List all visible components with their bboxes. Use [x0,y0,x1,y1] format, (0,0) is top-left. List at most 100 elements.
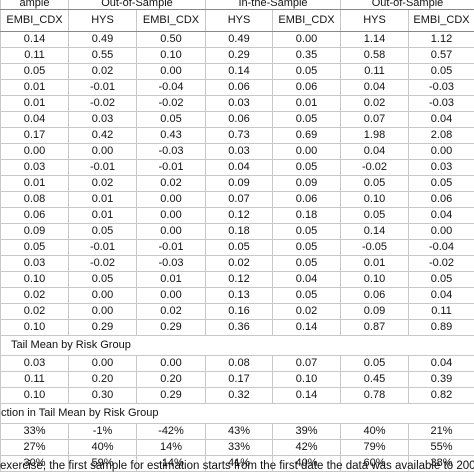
cell: 0.04 [408,207,474,224]
cell: 39% [272,423,341,440]
cell: 33% [0,423,69,440]
cell: 0.05 [68,223,137,240]
cell: 0.03 [205,143,273,160]
footnote: exercise, the first sample for estimatio… [0,460,474,472]
cell: 0.10 [0,271,69,288]
cell: 0.87 [340,319,409,336]
cell: 0.04 [205,159,273,176]
data-row: 0.03 0.00 0.00 0.08 0.07 0.05 0.04 [0,355,474,372]
cell: 0.45 [340,371,409,388]
cell: 0.20 [68,371,137,388]
data-row: 0.11 0.55 0.10 0.29 0.35 0.58 0.57 [0,47,474,64]
cell: 60% [340,455,409,472]
cell: 0.05 [272,63,341,80]
column-header: EMBI_CDX [136,9,206,32]
cell: 0.00 [68,355,137,372]
cell: 0.17 [0,127,69,144]
cell: 33% [205,439,273,456]
column-header: HYS [68,9,137,32]
cell: 0.08 [0,191,69,208]
cell: 0.00 [0,143,69,160]
cell: 0.10 [340,191,409,208]
cell: 0.01 [68,191,137,208]
cell: 0.06 [272,79,341,96]
column-header: EMBI_CDX [0,9,69,32]
cell: 0.00 [408,143,474,160]
cell: 0.07 [340,111,409,128]
section-title: Tail Mean by Risk Group [0,335,474,356]
cell: 38% [408,455,474,472]
cell: 0.05 [0,239,69,256]
cell: 0.01 [272,95,341,112]
cell: 0.04 [408,355,474,372]
cell: 0.05 [408,271,474,288]
cell: -0.02 [68,255,137,272]
data-row: 0.02 0.00 0.02 0.16 0.02 0.09 0.11 [0,303,474,320]
cell: 0.12 [205,207,273,224]
cell: 0.55 [68,47,137,64]
cell: 0.13 [205,287,273,304]
cell: 27% [0,439,69,456]
cell: 0.00 [136,63,206,80]
cell: -0.02 [408,255,474,272]
section-header-row: ction in Tail Mean by Risk Group [0,403,474,424]
cell: 0.29 [136,319,206,336]
cell: 0.01 [136,271,206,288]
data-row: 0.04 0.03 0.05 0.06 0.05 0.07 0.04 [0,111,474,128]
cell: -1% [68,423,137,440]
cell: 0.02 [68,63,137,80]
cell: 0.05 [408,63,474,80]
cell: 0.11 [0,371,69,388]
cell: 0.03 [408,159,474,176]
data-row: 0.14 0.49 0.50 0.49 0.00 1.14 1.12 [0,31,474,48]
cell: 0.11 [0,47,69,64]
cell: -14% [136,455,206,472]
cell: 0.14 [272,387,341,404]
data-row: 0.10 0.29 0.29 0.36 0.14 0.87 0.89 [0,319,474,336]
cell: 0.10 [0,387,69,404]
data-row: 0.10 0.30 0.29 0.32 0.14 0.78 0.82 [0,387,474,404]
data-row: 0.06 0.01 0.00 0.12 0.18 0.05 0.04 [0,207,474,224]
cell: 0.06 [340,287,409,304]
cell: 0.00 [272,31,341,48]
group-header: Out-of-Sample [340,0,474,10]
cell: 0.30 [68,387,137,404]
cell: 0.04 [0,111,69,128]
cell: 0.06 [272,191,341,208]
cell: 0.29 [205,47,273,64]
cell: 0.20 [136,371,206,388]
cell: -0.02 [136,95,206,112]
section-header-row: Tail Mean by Risk Group [0,335,474,356]
cell: 0.07 [205,191,273,208]
cell: 0.03 [0,255,69,272]
data-row: 0.05 0.02 0.00 0.14 0.05 0.11 0.05 [0,63,474,80]
cell: 0.03 [0,355,69,372]
cell: 0.09 [0,223,69,240]
cell: 0.05 [340,207,409,224]
cell: -0.04 [408,239,474,256]
cell: 0.03 [68,111,137,128]
cell: -0.03 [408,95,474,112]
cell: 0.18 [205,223,273,240]
cell: 0.17 [205,371,273,388]
cell: 0.05 [205,239,273,256]
cell: 0.06 [205,111,273,128]
cell: 0.06 [408,191,474,208]
cell: 0.02 [0,287,69,304]
cell: 55% [408,439,474,456]
cell: 0.04 [408,111,474,128]
cell: 1.98 [340,127,409,144]
cell: 0.01 [0,79,69,96]
cell: 21% [408,423,474,440]
cell: 0.04 [408,287,474,304]
cell: 0.29 [136,387,206,404]
cell: -0.01 [136,159,206,176]
cell: 0.49 [205,31,273,48]
data-row: 0.17 0.42 0.43 0.73 0.69 1.98 2.08 [0,127,474,144]
cell: 0.16 [205,303,273,320]
cell: 0.03 [205,95,273,112]
cell: 0.11 [340,63,409,80]
cell: 0.00 [136,207,206,224]
cell: 14% [136,439,206,456]
